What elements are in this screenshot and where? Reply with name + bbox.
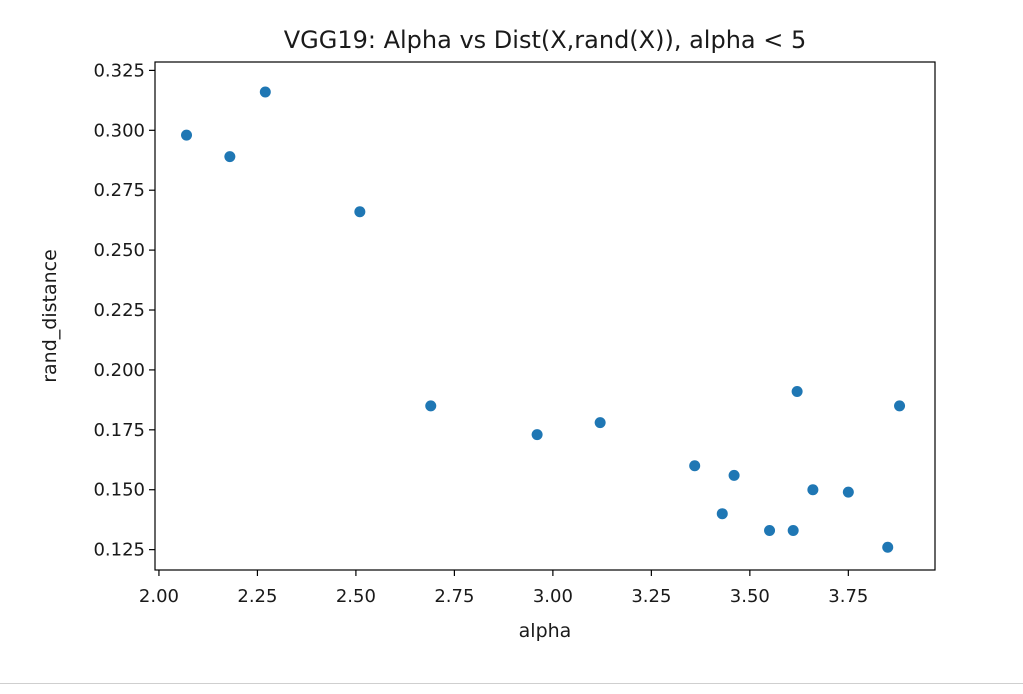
y-tick-label: 0.325 (93, 60, 145, 81)
x-tick-label: 2.50 (336, 586, 376, 607)
scatter-point (807, 484, 819, 496)
scatter-point (728, 469, 740, 481)
scatter-point (716, 508, 728, 520)
scatter-point (259, 86, 271, 98)
y-tick-label: 0.175 (93, 420, 145, 441)
scatter-point (791, 385, 803, 397)
x-tick-label: 3.25 (631, 586, 671, 607)
x-tick-label: 2.25 (237, 586, 277, 607)
x-tick-label: 3.50 (730, 586, 770, 607)
scatter-point (842, 486, 854, 498)
y-tick-label: 0.150 (93, 480, 145, 501)
y-tick-label: 0.125 (93, 540, 145, 561)
scatter-point (181, 129, 193, 141)
x-axis-ticks: 2.00 2.25 2.50 2.75 3.00 3.25 3.50 3.75 (139, 570, 868, 607)
scatter-point (354, 206, 366, 218)
scatter-point (531, 429, 543, 441)
x-tick-label: 3.75 (828, 586, 868, 607)
data-points (181, 86, 906, 553)
x-tick-label: 3.00 (533, 586, 573, 607)
scatter-point (425, 400, 437, 412)
scatter-point (689, 460, 701, 472)
x-tick-label: 2.75 (434, 586, 474, 607)
y-tick-label: 0.275 (93, 180, 145, 201)
scatter-point (594, 417, 606, 429)
y-tick-label: 0.225 (93, 300, 145, 321)
y-tick-label: 0.300 (93, 120, 145, 141)
chart-title: VGG19: Alpha vs Dist(X,rand(X)), alpha <… (284, 26, 807, 54)
bottom-divider (0, 683, 1023, 684)
y-axis-label: rand_distance (39, 249, 61, 383)
y-tick-label: 0.200 (93, 360, 145, 381)
plot-frame (154, 61, 936, 571)
scatter-point (894, 400, 906, 412)
scatter-point (882, 541, 894, 553)
scatter-point (764, 524, 776, 536)
y-tick-label: 0.250 (93, 240, 145, 261)
x-axis-label: alpha (519, 620, 572, 642)
scatter-point (224, 151, 236, 163)
y-axis-ticks: 0.125 0.150 0.175 0.200 0.225 0.250 0.275 0.300… (93, 60, 155, 561)
scatter-point (787, 524, 799, 536)
x-tick-label: 2.00 (139, 586, 179, 607)
